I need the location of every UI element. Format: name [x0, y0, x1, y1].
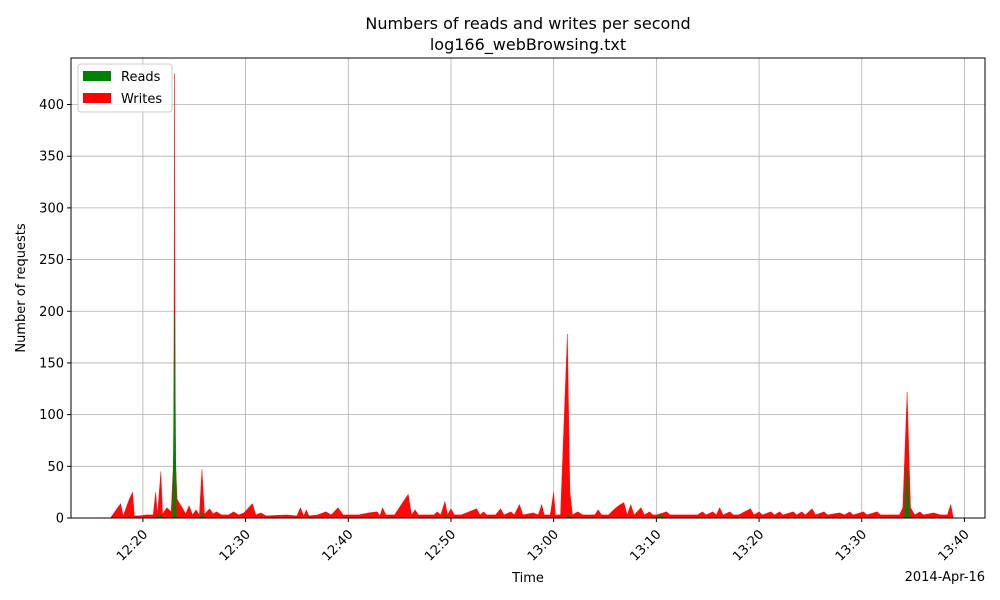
y-tick-label: 150: [39, 356, 64, 371]
x-tick-label: 13:10: [628, 527, 665, 564]
y-tick-label: 0: [56, 512, 64, 527]
y-tick-label: 100: [39, 408, 64, 423]
legend: Reads Writes: [77, 63, 173, 113]
x-axis-date-label: 2014-Apr-16: [905, 570, 985, 585]
chart-subtitle: log166_webBrowsing.txt: [430, 35, 626, 55]
legend-label-writes: Writes: [121, 92, 162, 107]
series-area-writes: [109, 73, 954, 519]
legend-swatch-writes: [83, 93, 111, 103]
x-axis-label: Time: [511, 571, 544, 586]
legend-swatch-reads: [83, 71, 111, 81]
y-tick-label: 350: [39, 150, 64, 165]
x-tick-label: 13:30: [833, 527, 870, 564]
plot-frame: [70, 57, 986, 519]
x-tick-label: 12:40: [319, 527, 356, 564]
y-axis-label: Number of requests: [14, 223, 29, 352]
plot-areas: [109, 73, 955, 519]
y-axis-ticks: 0 50 100 150 200 250 300 350 400: [39, 98, 71, 527]
x-tick-label: 13:00: [525, 527, 562, 564]
x-tick-label: 12:50: [422, 527, 459, 564]
legend-label-reads: Reads: [121, 70, 161, 85]
y-tick-label: 300: [39, 201, 64, 216]
y-tick-label: 50: [47, 460, 64, 475]
x-tick-label: 13:40: [936, 527, 973, 564]
x-tick-label: 12:30: [217, 527, 254, 564]
y-tick-label: 200: [39, 305, 64, 320]
y-tick-label: 400: [39, 98, 64, 113]
x-tick-label: 12:20: [114, 527, 151, 564]
x-axis-ticks: 12:20 12:30 12:40 12:50 13:00 13:10 13:20 13:30…: [114, 518, 973, 564]
x-tick-label: 13:20: [730, 527, 767, 564]
grid-lines: [71, 58, 985, 519]
chart-title: Numbers of reads and writes per second: [365, 14, 690, 33]
series-area-reads: [112, 316, 955, 519]
y-tick-label: 250: [39, 253, 64, 268]
